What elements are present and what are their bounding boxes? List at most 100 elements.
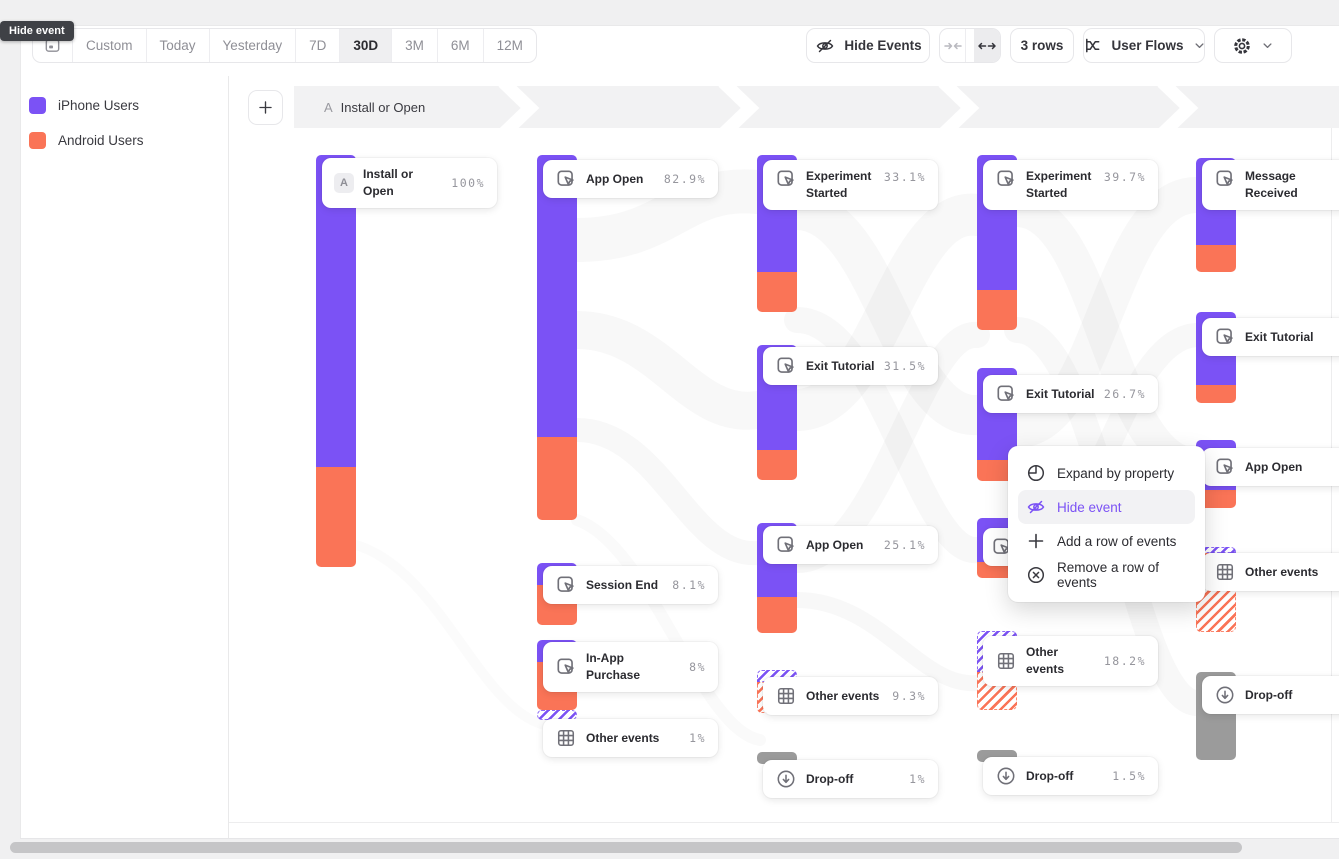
- flow-bar-android-segment[interactable]: [1196, 245, 1236, 272]
- date-range-custom[interactable]: Custom: [73, 29, 147, 62]
- event-icon: [555, 656, 577, 678]
- event-icon: [775, 168, 797, 190]
- rows-button[interactable]: 3 rows: [1010, 28, 1074, 63]
- calendar-icon[interactable]: [33, 29, 73, 62]
- flow-node-other-events[interactable]: Other events 9.3%: [763, 677, 938, 715]
- date-range-3m[interactable]: 3M: [392, 29, 438, 62]
- flow-bar-android-segment[interactable]: [977, 562, 1017, 578]
- menu-item-add-row-of-events[interactable]: Add a row of events: [1018, 524, 1195, 558]
- flow-node-app-open[interactable]: App Open 82.9%: [543, 160, 718, 198]
- flow-node-install-or-open[interactable]: A Install or Open 100%: [322, 158, 497, 208]
- step-label: Install or Open: [340, 99, 426, 115]
- flow-bar-android-segment[interactable]: [757, 272, 797, 312]
- flow-node-drop-off[interactable]: Drop-off: [1202, 676, 1339, 714]
- toolbar-right: Hide Events 3 rows User Flows: [806, 28, 1292, 63]
- menu-item-label: Add a row of events: [1057, 533, 1177, 549]
- node-percent: 1%: [689, 731, 706, 745]
- node-label: Exit Tutorial: [1026, 386, 1095, 401]
- node-percent: 33.1%: [883, 170, 926, 184]
- flow-bar-android-segment[interactable]: [757, 450, 797, 480]
- menu-item-expand-by-property[interactable]: Expand by property: [1018, 456, 1195, 490]
- legend-label: iPhone Users: [58, 98, 140, 113]
- flow-bar-android-segment[interactable]: [977, 460, 1017, 481]
- node-percent: 9.3%: [892, 689, 926, 703]
- view-type-label: User Flows: [1111, 38, 1184, 53]
- date-range-yesterday[interactable]: Yesterday: [210, 29, 297, 62]
- event-icon: [1214, 456, 1236, 478]
- flow-node-drop-off[interactable]: Drop-off 1.5%: [983, 757, 1158, 795]
- flow-node-app-open[interactable]: App Open 25.1%: [763, 526, 938, 564]
- funnel-step-bar[interactable]: A Install or Open: [294, 86, 1339, 128]
- flow-bar-android-segment[interactable]: [316, 467, 356, 567]
- flow-node-exit-tutorial[interactable]: Exit Tutorial 26.7%: [983, 375, 1158, 413]
- legend-item-iphone[interactable]: iPhone Users: [29, 97, 139, 114]
- chevron-down-icon: [1192, 38, 1207, 53]
- flow-node-experiment-started[interactable]: Experiment Started 39.7%: [983, 160, 1158, 210]
- node-percent: 18.2%: [1103, 653, 1146, 668]
- flow-bar-android-segment[interactable]: [1196, 385, 1236, 403]
- date-range-30d[interactable]: 30D: [340, 29, 393, 62]
- step-a-badge: A: [334, 172, 354, 193]
- drop-off-icon: [775, 768, 797, 790]
- view-type-dropdown[interactable]: User Flows: [1083, 28, 1205, 63]
- node-percent: 1%: [909, 772, 926, 786]
- node-percent: 31.5%: [883, 359, 926, 373]
- eye-off-icon: [814, 35, 836, 57]
- node-label: Experiment Started: [806, 169, 872, 200]
- flow-bar-other-iphone-segment[interactable]: [1196, 547, 1236, 553]
- node-percent: 8.1%: [672, 578, 706, 592]
- rows-label: 3 rows: [1020, 38, 1064, 53]
- flow-node-session-end[interactable]: Session End 8.1%: [543, 566, 718, 604]
- node-label: Session End: [586, 577, 659, 592]
- event-icon: [1214, 326, 1236, 348]
- date-range-12m[interactable]: 12M: [496, 38, 523, 53]
- step-letter: A: [324, 99, 333, 115]
- menu-item-label: Hide event: [1057, 499, 1122, 515]
- grid-icon: [1214, 561, 1236, 583]
- flow-node-exit-tutorial[interactable]: Exit Tutorial: [1202, 318, 1339, 356]
- legend-item-android[interactable]: Android Users: [29, 132, 144, 149]
- flow-bar-android-segment[interactable]: [977, 290, 1017, 330]
- flow-node-message-received[interactable]: Message Received: [1202, 160, 1339, 210]
- flow-node-experiment-started[interactable]: Experiment Started 33.1%: [763, 160, 938, 210]
- settings-dropdown[interactable]: [1214, 28, 1292, 63]
- flow-bar-android-segment[interactable]: [757, 597, 797, 633]
- flow-bar-android-segment[interactable]: [537, 437, 577, 520]
- add-step-button[interactable]: [248, 90, 283, 125]
- date-range-7d[interactable]: 7D: [296, 29, 341, 62]
- flow-node-drop-off[interactable]: Drop-off 1%: [763, 760, 938, 798]
- hide-event-tooltip: Hide event: [0, 21, 74, 41]
- flow-bar-other-iphone-segment[interactable]: [537, 710, 577, 720]
- collapse-columns-icon[interactable]: [940, 29, 967, 62]
- flow-node-other-events[interactable]: Other events 18.2%: [983, 636, 1158, 686]
- flow-node-app-open[interactable]: App Open: [1202, 448, 1339, 486]
- node-percent: 1.5%: [1112, 769, 1146, 783]
- flow-bar-android-segment[interactable]: [1196, 490, 1236, 508]
- grid-icon: [995, 650, 1017, 672]
- hide-events-label: Hide Events: [844, 38, 922, 53]
- node-label: Drop-off: [806, 771, 854, 786]
- node-percent: 82.9%: [663, 172, 706, 186]
- flow-node-exit-tutorial[interactable]: Exit Tutorial 31.5%: [763, 347, 938, 385]
- flow-node-other-events[interactable]: Other events: [1202, 553, 1339, 591]
- flow-node-other-events[interactable]: Other events 1%: [543, 719, 718, 757]
- node-percent: 39.7%: [1103, 170, 1146, 184]
- node-label: In-App Purchase: [586, 651, 641, 682]
- plus-icon: [257, 99, 274, 116]
- drop-off-icon: [995, 765, 1017, 787]
- node-label: Message Received: [1245, 169, 1298, 200]
- menu-item-hide-event[interactable]: Hide event: [1018, 490, 1195, 524]
- flow-node-in-app-purchase[interactable]: In-App Purchase 8%: [543, 642, 718, 692]
- menu-item-label: Expand by property: [1057, 465, 1175, 481]
- node-label: App Open: [806, 537, 864, 552]
- date-range-today[interactable]: Today: [147, 29, 210, 62]
- plus-icon: [1026, 531, 1046, 551]
- hide-events-button[interactable]: Hide Events: [806, 28, 930, 63]
- date-range-6m[interactable]: 6M: [438, 29, 484, 62]
- horizontal-scrollbar[interactable]: [10, 842, 1242, 853]
- node-label: Other events: [806, 688, 880, 703]
- eye-off-icon: [1026, 497, 1046, 517]
- menu-item-remove-row-of-events[interactable]: Remove a row of events: [1018, 558, 1195, 592]
- expand-columns-icon[interactable]: [974, 29, 1000, 62]
- flow-bar-iphone-segment[interactable]: [537, 155, 577, 437]
